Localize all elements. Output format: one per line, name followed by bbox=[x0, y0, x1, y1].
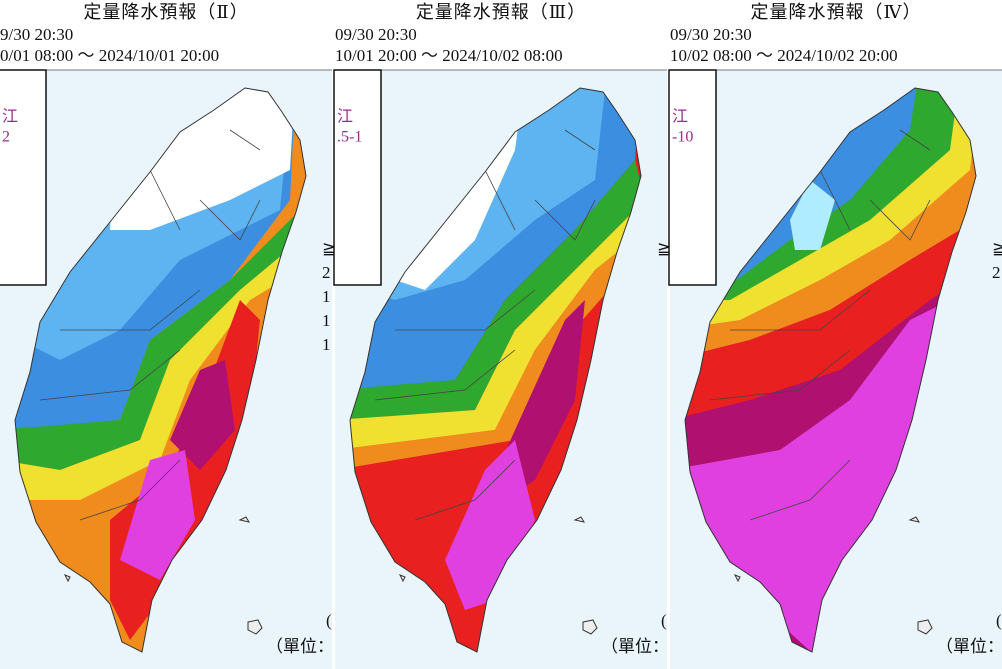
coastline bbox=[14, 87, 307, 653]
legend-label: .5-1 bbox=[337, 129, 362, 146]
rain-band bbox=[15, 240, 300, 500]
islet bbox=[733, 516, 933, 635]
unit-corner: ( bbox=[996, 611, 1002, 630]
rain-band bbox=[350, 160, 641, 420]
unit-label: （單位： bbox=[266, 637, 334, 656]
issued-time: 9/30 20:30 bbox=[0, 25, 73, 44]
islet bbox=[398, 516, 598, 635]
scale-label: 1 bbox=[322, 311, 331, 330]
scale-label: 1 bbox=[322, 287, 331, 306]
scale-label: 2 bbox=[992, 263, 1001, 282]
valid-period: 0/01 08:00 ～ 2024/10/01 20:00 bbox=[0, 46, 219, 65]
legend-box bbox=[333, 69, 382, 286]
county-borders bbox=[374, 129, 596, 521]
title: 定量降水預報（Ⅱ） bbox=[83, 2, 248, 22]
unit-label: （單位： bbox=[601, 637, 669, 656]
issued-time: 09/30 20:30 bbox=[670, 25, 752, 44]
scale-label: ≧ bbox=[657, 239, 671, 258]
county-borders bbox=[39, 129, 261, 521]
panel: 定量降水預報（Ⅲ） 09/30 20:30 10/01 20:00 ～ 2024/1… bbox=[333, 0, 671, 669]
valid-period: 10/02 08:00 ～ 2024/10/02 20:00 bbox=[670, 46, 898, 65]
scale-label: 2 bbox=[322, 263, 331, 282]
scale-label: 1 bbox=[322, 335, 331, 354]
legend-label: -10 bbox=[672, 129, 693, 146]
panel: 定量降水預報（Ⅳ） 09/30 20:30 10/02 08:00 ～ 2024/1… bbox=[668, 0, 1002, 669]
legend-label: 江 bbox=[672, 108, 688, 126]
valid-period: 10/01 20:00 ～ 2024/10/02 08:00 bbox=[335, 46, 563, 65]
coastline bbox=[349, 87, 642, 653]
rain-band bbox=[790, 180, 835, 250]
coastline bbox=[684, 87, 977, 653]
legend-label: 2 bbox=[2, 129, 10, 146]
islet bbox=[63, 516, 263, 635]
panel: 定量降水預報（Ⅱ） 9/30 20:30 0/01 08:00 ～ 2024/10/… bbox=[0, 0, 345, 669]
unit-label: （單位： bbox=[936, 637, 1002, 656]
rain-band bbox=[15, 210, 300, 470]
rain-band bbox=[350, 200, 641, 450]
rain-band bbox=[120, 450, 195, 580]
legend-box bbox=[668, 69, 717, 286]
legend-box bbox=[0, 69, 47, 286]
rain-band bbox=[170, 360, 235, 470]
unit-corner: ( bbox=[661, 611, 667, 630]
legend-label: 江 bbox=[337, 108, 353, 126]
unit-corner: ( bbox=[326, 611, 332, 630]
rain-band bbox=[685, 200, 976, 420]
title: 定量降水預報（Ⅳ） bbox=[751, 2, 922, 22]
issued-time: 09/30 20:30 bbox=[335, 25, 417, 44]
legend-label: 江 bbox=[2, 108, 18, 126]
rain-band bbox=[445, 440, 535, 610]
county-borders bbox=[709, 129, 931, 521]
title: 定量降水預報（Ⅲ） bbox=[416, 2, 586, 22]
scale-label: ≧ bbox=[992, 239, 1002, 258]
